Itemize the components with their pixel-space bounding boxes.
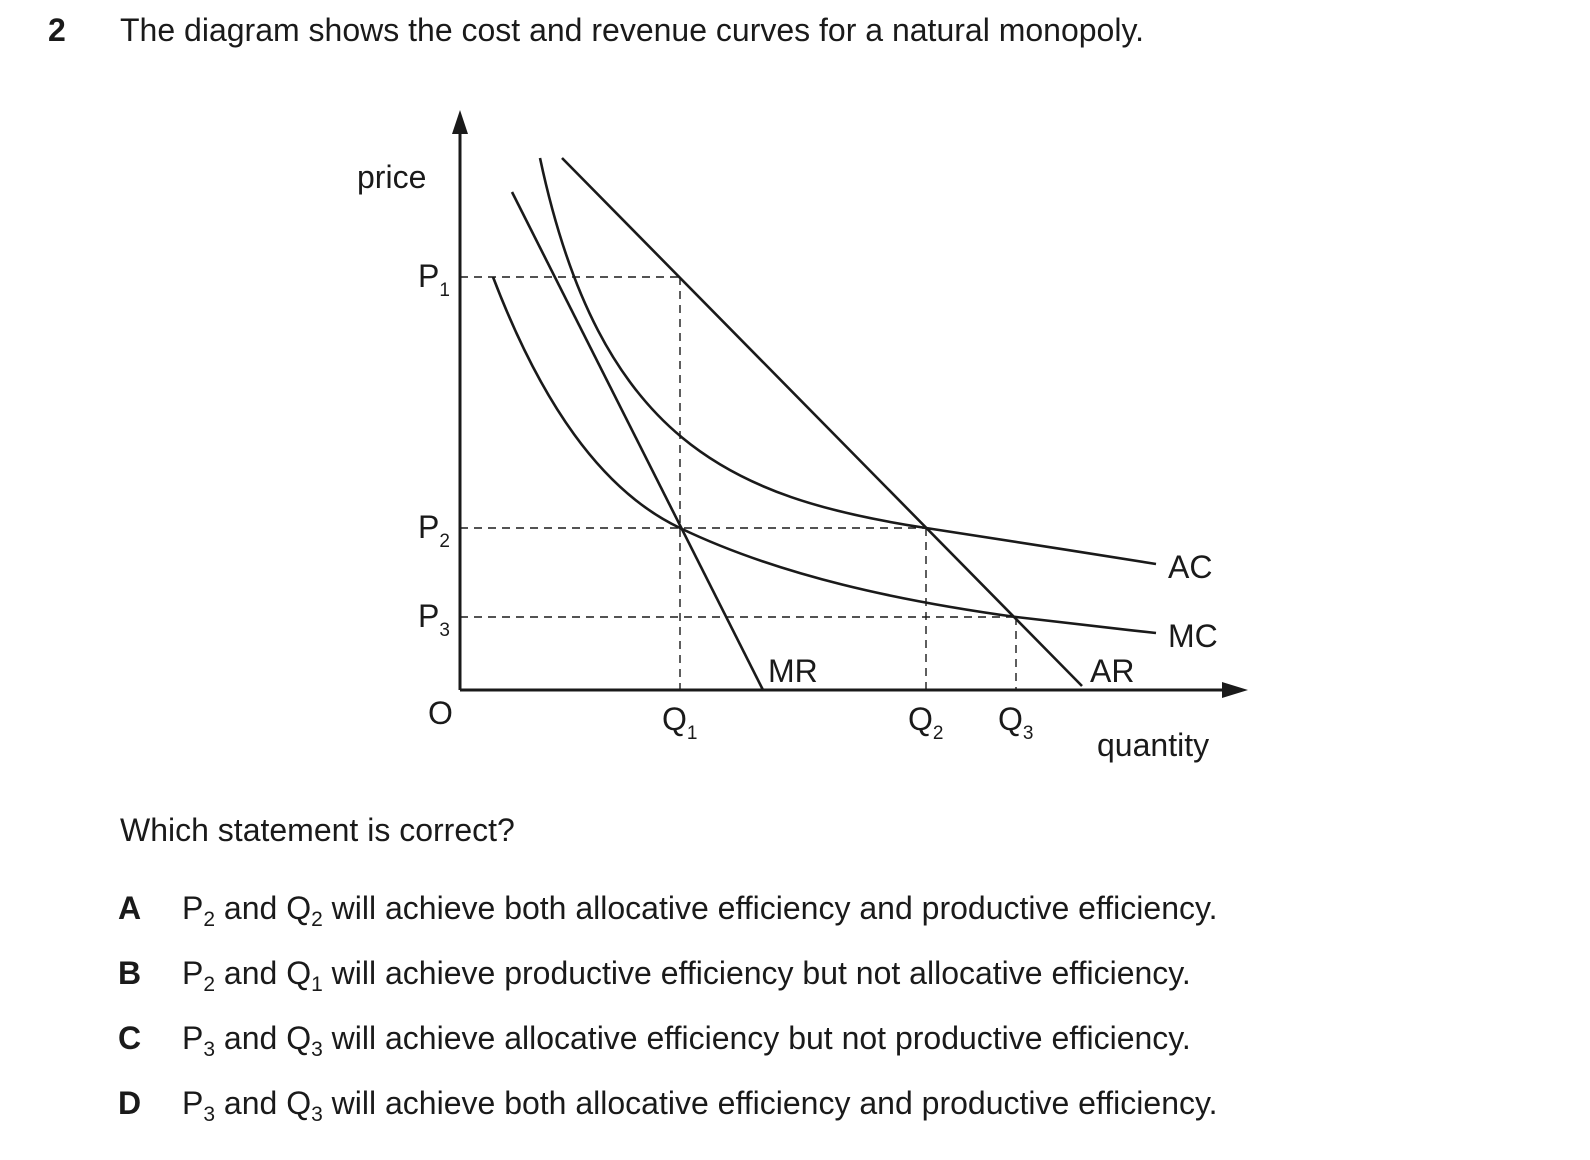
x-axis-label: quantity: [1097, 727, 1209, 763]
ac-curve: [538, 157, 1157, 566]
mr-curve: [510, 191, 765, 691]
option-d[interactable]: D P3 and Q3 will achieve both allocative …: [118, 1085, 1218, 1126]
mc-curve: [491, 276, 1157, 635]
option-letter: B: [118, 955, 142, 991]
option-b[interactable]: B P2 and Q1 will achieve productive effic…: [118, 955, 1191, 996]
mr-label: MR: [768, 653, 818, 689]
option-text: will achieve both allocative efficiency …: [331, 890, 1218, 926]
ar-curve: [561, 157, 1083, 687]
y-axis-arrow: [452, 110, 468, 134]
origin-label: O: [428, 695, 453, 731]
option-letter: D: [118, 1085, 142, 1121]
ar-label: AR: [1090, 653, 1134, 689]
guide-lines: [460, 276, 1017, 690]
option-text: will achieve both allocative efficiency …: [331, 1085, 1218, 1121]
p3-label: P3: [418, 598, 450, 641]
x-axis-arrow: [1222, 682, 1248, 698]
monopoly-diagram: price quantity O P1 P2 P3 Q1 Q2 Q3 MR AR…: [357, 110, 1248, 763]
mc-label: MC: [1168, 618, 1218, 654]
option-a[interactable]: A P2 and Q2 will achieve both allocative …: [118, 890, 1218, 931]
y-axis-label: price: [357, 159, 426, 195]
q2-label: Q2: [908, 701, 943, 744]
p1-label: P1: [418, 258, 450, 301]
q1-label: Q1: [662, 701, 697, 744]
option-text: will achieve productive efficiency but n…: [331, 955, 1191, 991]
option-text: will achieve allocative efficiency but n…: [331, 1020, 1191, 1056]
p2-label: P2: [418, 509, 450, 552]
ac-label: AC: [1168, 549, 1212, 585]
option-c[interactable]: C P3 and Q3 will achieve allocative effic…: [118, 1020, 1191, 1061]
axes: [452, 110, 1248, 698]
option-letter: A: [118, 890, 142, 926]
question-number: 2: [48, 12, 66, 48]
option-letter: C: [118, 1020, 142, 1056]
question-stem: The diagram shows the cost and revenue c…: [120, 12, 1144, 48]
q3-label: Q3: [998, 701, 1033, 744]
question-prompt: Which statement is correct?: [120, 812, 515, 848]
